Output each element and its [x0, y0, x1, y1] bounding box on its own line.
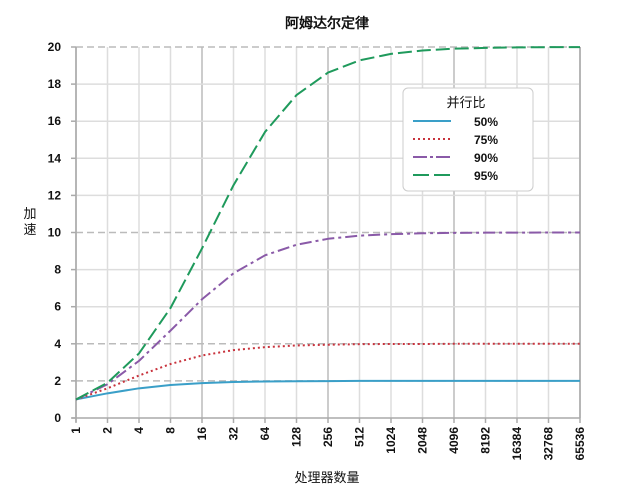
- x-tick-label: 4: [132, 427, 146, 434]
- series-lines: [75, 46, 580, 401]
- x-tick-label: 2048: [416, 427, 430, 454]
- legend: 并行比 50% 75% 90% 95%: [402, 87, 534, 192]
- y-axis-label-2: 速: [23, 223, 36, 238]
- y-tick-label: 12: [48, 188, 62, 202]
- legend-title: 并行比: [446, 96, 485, 111]
- y-tick-label: 16: [48, 114, 62, 128]
- legend-label: 75%: [474, 133, 498, 147]
- x-tick-label: 32: [227, 427, 241, 441]
- x-tick-label: 1: [69, 427, 83, 434]
- x-tick-label: 16: [195, 427, 209, 441]
- y-tick-label: 6: [54, 300, 61, 314]
- x-tick-label: 128: [290, 427, 304, 447]
- x-tick-label: 32768: [542, 427, 556, 461]
- x-tick-label: 4096: [447, 427, 461, 454]
- x-tick-label: 64: [258, 427, 272, 441]
- x-tick-label: 1024: [384, 427, 398, 454]
- y-tick-label: 4: [54, 337, 61, 351]
- series-line-75pct: [75, 342, 580, 401]
- series-line-95pct: [75, 46, 580, 401]
- legend-box: [402, 87, 534, 192]
- y-axis-label-1: 加: [23, 207, 36, 222]
- y-tick-label: 18: [48, 77, 62, 91]
- x-tick-label: 65536: [573, 427, 587, 461]
- y-tick-label: 8: [54, 263, 61, 277]
- x-tick-label: 256: [321, 427, 335, 447]
- x-tick-label: 16384: [510, 427, 524, 461]
- x-tick-label: 2: [101, 427, 115, 434]
- x-tick-labels: 1 2 4 8 16 32 64 128 256 512 1024 2048 4096 8192 16384…: [69, 427, 587, 461]
- y-tick-label: 20: [48, 40, 62, 54]
- x-tick-label: 8: [164, 427, 178, 434]
- series-line-90pct: [75, 231, 580, 401]
- legend-label: 95%: [474, 169, 498, 183]
- chart-title: 阿姆达尔定律: [285, 15, 369, 32]
- x-tick-label: 512: [353, 427, 367, 447]
- y-tick-label: 0: [54, 411, 61, 425]
- y-tick-label: 10: [48, 226, 62, 240]
- series-line-50pct: [75, 379, 580, 401]
- x-tick-label: 8192: [479, 427, 493, 454]
- legend-label: 90%: [474, 151, 498, 165]
- y-tick-label: 2: [54, 374, 61, 388]
- y-tick-labels: 0 2 4 6 8 10 12 14 16 18 20: [48, 40, 62, 425]
- y-tick-label: 14: [48, 151, 62, 165]
- legend-label: 50%: [474, 115, 498, 129]
- x-axis-label: 处理器数量: [294, 471, 359, 486]
